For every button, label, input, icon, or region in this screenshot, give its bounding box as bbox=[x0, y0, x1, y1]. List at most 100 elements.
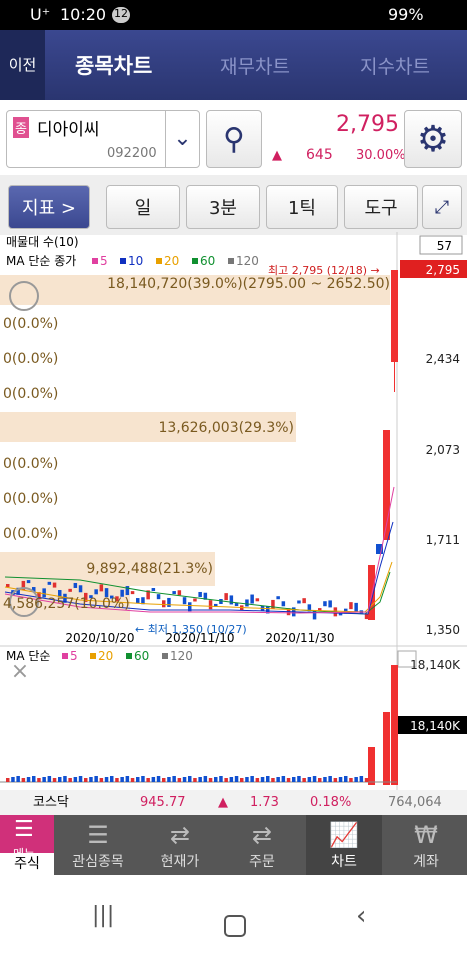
nav-item[interactable]: 📈 차트 bbox=[306, 815, 382, 875]
ma-swatch bbox=[162, 653, 168, 659]
home[interactable] bbox=[224, 915, 246, 937]
candle bbox=[349, 602, 353, 610]
candle bbox=[276, 596, 280, 600]
volume-tick bbox=[94, 776, 98, 782]
candle bbox=[208, 600, 213, 610]
ma-line bbox=[4, 561, 393, 613]
volume-tick bbox=[156, 776, 161, 782]
candle bbox=[376, 544, 383, 554]
ma-period: 60 bbox=[200, 254, 215, 268]
recents[interactable]: ||| bbox=[92, 903, 115, 928]
price-axis-label: 2,073 bbox=[426, 443, 460, 457]
interval-button[interactable]: 3분 bbox=[186, 185, 260, 229]
candle bbox=[162, 600, 166, 608]
ma-period: 10 bbox=[128, 254, 143, 268]
zoom-out[interactable] bbox=[9, 587, 39, 617]
candle bbox=[110, 595, 114, 599]
close-icon[interactable]: × bbox=[11, 659, 29, 684]
volume-tick bbox=[136, 777, 140, 782]
candle bbox=[297, 600, 301, 604]
period-button[interactable]: 일 bbox=[106, 185, 180, 229]
tab[interactable]: 재무차트 bbox=[220, 56, 290, 78]
menu-icon: ☰ bbox=[14, 817, 34, 842]
profile-label: 0(0.0%) bbox=[3, 491, 58, 507]
profile-label: 13,626,003(29.3%) bbox=[158, 420, 294, 436]
volume-tick bbox=[146, 778, 150, 782]
volume-tick bbox=[276, 777, 280, 782]
tick-button[interactable]: 1틱 bbox=[266, 185, 338, 229]
tab[interactable]: 종목차트 bbox=[75, 54, 153, 78]
candle bbox=[229, 595, 234, 605]
tools-button[interactable]: 도구 bbox=[344, 185, 418, 229]
scroll-button[interactable] bbox=[397, 650, 417, 668]
candle bbox=[104, 588, 109, 598]
index-change: 1.73 bbox=[250, 795, 279, 810]
nav-icon: ⇄ bbox=[251, 821, 273, 849]
volume-tick bbox=[125, 776, 130, 782]
nav-label: 관심종목 bbox=[72, 854, 124, 870]
settings-button[interactable]: ⚙ bbox=[404, 110, 462, 168]
expand-button[interactable]: ⤢ bbox=[422, 185, 462, 229]
search-button[interactable]: ⚲ bbox=[206, 110, 262, 168]
back-button[interactable]: 이전 bbox=[0, 30, 45, 100]
nav-item[interactable]: ₩ 계좌 bbox=[388, 815, 464, 875]
candle bbox=[130, 591, 135, 595]
date-label: 2020/10/20 bbox=[65, 631, 134, 645]
volume-tick bbox=[297, 776, 301, 782]
volume-tick bbox=[281, 776, 286, 782]
candle bbox=[323, 601, 327, 607]
profile-label: 0(0.0%) bbox=[3, 526, 58, 542]
volume-tick bbox=[224, 778, 228, 782]
candle bbox=[250, 594, 254, 604]
candle bbox=[318, 608, 322, 612]
volume-tick bbox=[349, 778, 353, 782]
volume-tick bbox=[219, 776, 223, 782]
candle bbox=[26, 580, 31, 584]
volume-tick bbox=[63, 776, 67, 782]
index-bar: 코스닥 945.77 ▲ 1.73 0.18% 764,064 bbox=[0, 790, 467, 815]
volume-tick bbox=[364, 778, 369, 782]
price-axis-label: 1,350 bbox=[426, 623, 460, 637]
nav-label: 주문 bbox=[249, 854, 275, 870]
ma-period: 120 bbox=[236, 254, 259, 268]
volume-ma-label: MA 단순 bbox=[6, 649, 50, 663]
volume-bar bbox=[368, 747, 375, 785]
volume-tick bbox=[255, 778, 260, 782]
candle bbox=[368, 565, 375, 620]
candle bbox=[391, 270, 398, 362]
zoom-in[interactable] bbox=[9, 281, 39, 311]
nav-item[interactable]: ☰ 관심종목 bbox=[60, 815, 136, 875]
profile-label: 0(0.0%) bbox=[3, 316, 58, 332]
volume-tick bbox=[292, 777, 296, 782]
candle bbox=[234, 603, 239, 607]
volume-tick bbox=[52, 778, 57, 782]
index-rate: 0.18% bbox=[310, 795, 352, 810]
tab[interactable]: 지수차트 bbox=[360, 56, 430, 78]
system-nav: ||| ‹ bbox=[0, 875, 467, 960]
candle bbox=[312, 610, 317, 620]
candle bbox=[198, 591, 202, 597]
dropdown[interactable]: ⌄ bbox=[165, 111, 199, 167]
ma-swatch bbox=[126, 653, 132, 659]
candle bbox=[245, 599, 249, 607]
volume-tick bbox=[260, 777, 265, 782]
candle bbox=[120, 589, 124, 597]
nav-item[interactable]: ⇄ 현재가 bbox=[142, 815, 218, 875]
volume-tick bbox=[141, 776, 145, 782]
volume-tick bbox=[214, 777, 218, 782]
ma-period: 120 bbox=[170, 649, 193, 663]
volume-tick bbox=[120, 777, 124, 782]
candle bbox=[125, 586, 130, 596]
change-rate: 30.00% bbox=[356, 148, 406, 163]
volume-tick bbox=[271, 778, 275, 782]
ma-period: 20 bbox=[98, 649, 113, 663]
indicator-button[interactable]: 지표 > bbox=[8, 185, 90, 229]
badge: 종 bbox=[13, 117, 29, 138]
nav-item[interactable]: 주식 bbox=[0, 815, 54, 875]
back[interactable]: ‹ bbox=[356, 901, 367, 931]
date-label: 2020/11/30 bbox=[265, 631, 334, 645]
stock-box[interactable]: 종 디아이씨 092200 ⌄ bbox=[6, 110, 200, 168]
nav-label: 차트 bbox=[331, 854, 357, 870]
nav-item[interactable]: ⇄ 주문 bbox=[224, 815, 300, 875]
